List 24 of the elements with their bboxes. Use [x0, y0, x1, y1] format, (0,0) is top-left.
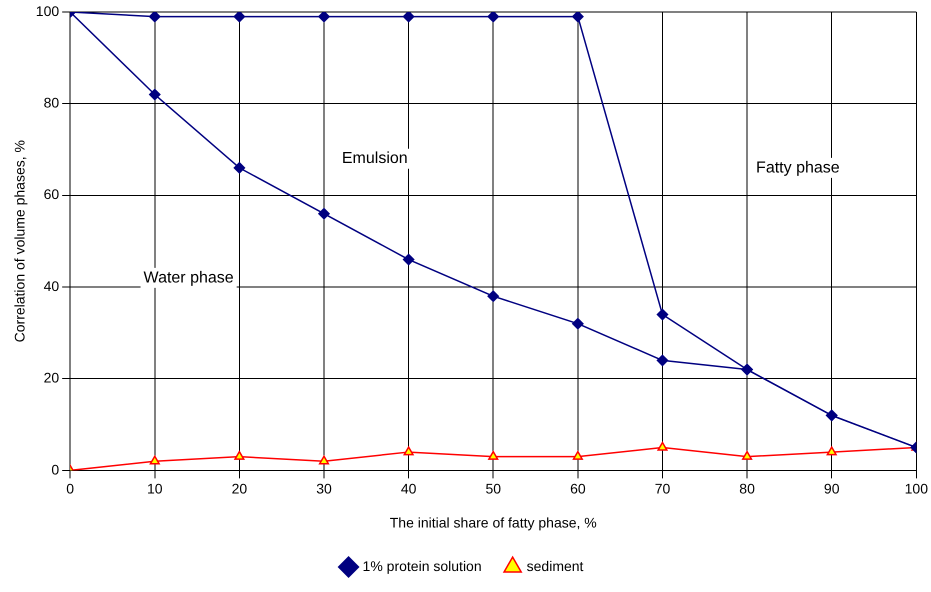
x-tick-label: 10 — [146, 480, 163, 497]
x-tick-label: 0 — [66, 480, 74, 497]
y-tick-label: 0 — [51, 461, 60, 478]
x-tick-label: 50 — [485, 480, 502, 497]
x-tick-label: 70 — [654, 480, 670, 497]
y-axis-title: Correlation of volume phases, % — [11, 140, 28, 342]
legend-label: sediment — [526, 558, 584, 574]
x-tick-label: 20 — [232, 480, 248, 497]
y-tick-label: 20 — [44, 370, 60, 386]
annotation: Water phase — [144, 269, 234, 286]
y-tick-label: 100 — [36, 2, 60, 19]
legend-label: 1% protein solution — [362, 558, 482, 574]
annotation: Emulsion — [342, 150, 408, 168]
x-axis-title: The initial share of fatty phase, % — [390, 514, 597, 530]
x-tick-label: 40 — [400, 480, 417, 497]
x-tick-label: 60 — [570, 480, 586, 497]
y-tick-label: 80 — [44, 94, 60, 111]
x-tick-label: 90 — [824, 480, 840, 497]
x-tick-label: 80 — [739, 480, 756, 497]
x-tick-label: 30 — [316, 480, 332, 497]
x-tick-label: 100 — [904, 480, 928, 497]
y-tick-label: 60 — [44, 186, 60, 202]
annotation: Fatty phase — [756, 159, 840, 176]
y-tick-label: 40 — [44, 278, 60, 294]
